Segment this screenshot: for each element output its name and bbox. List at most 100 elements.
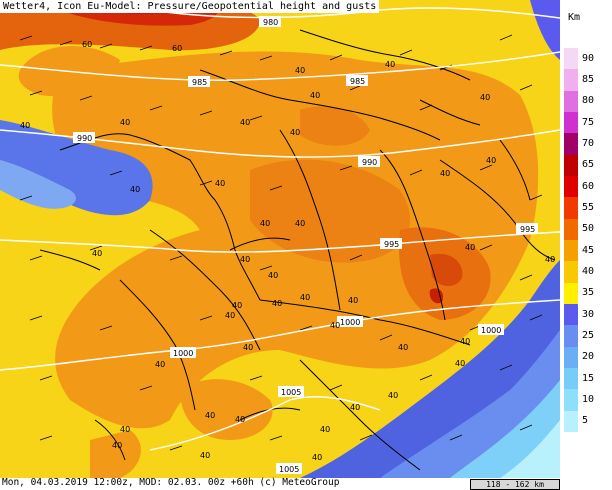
legend-swatch [564,90,578,112]
gust-label: 40 [268,271,278,280]
gust-label: 40 [235,415,245,424]
legend-tick-label: 50 [582,223,595,235]
gust-label: 40 [20,121,30,130]
legend-swatch [564,410,578,432]
legend-tick-label: 25 [582,330,595,341]
gust-label: 40 [348,296,358,305]
gust-label: 40 [460,337,470,346]
legend-tick-label: 75 [582,116,595,128]
legend-swatch [564,218,578,240]
legend-swatch [564,48,578,70]
gust-labels: 60 60 40 40 40 40 40 40 40 40 40 40 40 4… [20,40,555,462]
light-cyan-gust-field [500,420,560,478]
gust-label: 40 [310,91,320,100]
gust-label: 40 [440,169,450,178]
gust-label: 40 [312,453,322,462]
legend-tick-label: 15 [582,372,595,384]
gust-label: 40 [232,301,242,310]
gust-label: 40 [225,311,235,320]
isobar-label: 995 [520,225,535,234]
legend-swatch [564,368,578,390]
gust-label: 40 [290,128,300,137]
gust-label: 60 [172,44,182,53]
gust-label: 40 [295,219,305,228]
gust-label: 40 [272,299,282,308]
legend-tick-label: 20 [582,351,595,363]
footer-info: Mon, 04.03.2019 12:00z, MOD: 02.03. 00z … [2,477,340,488]
legend-tick-label: 10 [582,394,595,405]
orange-gust-field [90,430,141,478]
scale-bar: 118 - 162 km [470,479,560,490]
red-gust-patch [430,253,463,287]
legend-tick-label: 60 [582,180,595,192]
gust-label: 40 [545,255,555,264]
gust-label: 40 [200,451,210,460]
red-gust-patch [429,288,444,304]
legend-swatch [564,69,578,91]
gust-label: 60 [82,40,92,49]
gust-label: 40 [260,219,270,228]
legend-swatch [564,346,578,368]
gust-label: 40 [385,60,395,69]
legend-swatch [564,154,578,176]
gust-label: 40 [120,425,130,434]
legend-swatch [564,261,578,283]
legend-tick-label: 5 [582,415,589,427]
legend-swatch [564,325,578,347]
legend-tick-label: 65 [582,159,595,171]
isobar-labels: 980 985 985 990 990 995 995 1000 1000 10… [73,16,538,474]
gust-label: 40 [398,343,408,352]
gust-label: 40 [330,321,340,330]
gust-label: 40 [388,391,398,400]
isobar-label: 985 [350,77,365,86]
yellow-gust-field [470,0,560,120]
gust-label: 40 [320,425,330,434]
legend-tick-label: 55 [582,202,595,213]
legend-tick-label: 70 [582,138,595,149]
country-borders [39,29,556,471]
gust-label: 40 [92,249,102,258]
isobar-label: 1005 [279,465,299,474]
gust-legend: Km 90 85 80 75 70 65 60 55 50 45 40 35 30 25 20 15 10 5 [560,0,612,478]
gust-label: 40 [130,185,140,194]
isobar-label: 1000 [340,318,360,327]
gust-label: 40 [112,441,122,450]
gust-label: 40 [465,243,475,252]
legend-swatch [564,389,578,411]
dark-orange-patch [250,159,410,263]
map-title: Wetter4, Icon Eu-Model: Pressure/Geopote… [0,0,380,13]
legend-swatch [564,112,578,134]
blue-gust-field [0,120,153,216]
isobar-label: 995 [384,240,399,249]
isobar-label: 980 [263,18,278,27]
legend-swatch [564,197,578,219]
legend-swatch [564,282,578,304]
light-blue-gust-field [0,160,76,209]
gust-label: 40 [240,118,250,127]
gust-label: 40 [300,293,310,302]
gust-label: 40 [240,255,250,264]
legend-tick-label: 85 [582,74,595,85]
legend-tick-label: 45 [582,244,595,256]
gust-label: 40 [295,66,305,75]
legend-swatch [564,304,578,326]
legend-tick-label: 90 [582,52,595,64]
dark-orange-patch [300,106,370,146]
yellow-gust-field [0,230,62,380]
isobar-label: 990 [77,134,92,143]
gust-label: 40 [243,343,253,352]
legend-tick-label: 35 [582,287,595,299]
gust-map[interactable]: 980 985 985 990 990 995 995 1000 1000 10… [0,0,560,478]
legend-swatch [564,133,578,155]
isobar-label: 1005 [281,388,301,397]
gust-label: 40 [215,179,225,188]
gust-label: 40 [480,93,490,102]
gust-label: 40 [120,118,130,127]
isobar-label: 985 [192,78,207,87]
isobar-label: 990 [362,158,377,167]
legend-unit: Km [568,12,581,23]
gust-label: 40 [205,411,215,420]
footer: Mon, 04.03.2019 12:00z, MOD: 02.03. 00z … [0,477,612,490]
legend-swatch [564,176,578,198]
legend-tick-label: 80 [582,95,595,107]
